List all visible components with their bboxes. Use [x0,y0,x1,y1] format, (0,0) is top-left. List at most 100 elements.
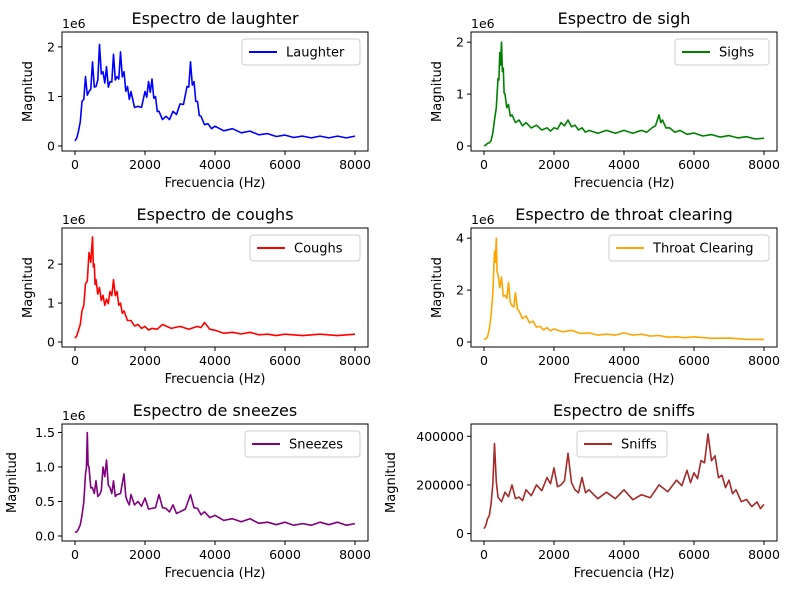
x-axis-label: Frecuencia (Hz) [574,566,675,581]
x-tick-label: 2000 [129,353,161,368]
legend-box [244,430,361,458]
x-tick-label: 8000 [748,353,780,368]
y-tick-label: 0 [456,139,464,154]
series-line-sneezes [74,431,356,534]
y-axis-label: Magnitud [5,452,20,513]
legend-label: Laughter [286,46,345,61]
subplot-title: Espectro de sigh [558,9,691,28]
y-tick-label: 0 [456,335,464,350]
y-offset-label: 1e6 [62,16,86,31]
y-tick-label: 0 [47,139,55,154]
legend-label: Throat Clearing [652,242,754,257]
legend-box [674,38,770,66]
x-tick-label: 8000 [748,157,780,172]
x-tick-label: 0 [71,157,79,172]
x-tick-label: 8000 [339,547,371,562]
y-axis-label: Magnitud [21,257,36,318]
y-tick-label: 400000 [416,429,464,444]
subplot-title: Espectro de laughter [131,9,299,28]
legend-box [241,38,361,66]
x-tick-label: 2000 [129,157,161,172]
legend: Coughs [249,234,361,262]
subplot-title: Espectro de sniffs [553,401,695,420]
series-line-laughter [74,43,356,142]
y-tick-label: 1 [456,87,464,102]
subplot-title: Espectro de sneezes [133,401,297,420]
y-axis-label: Magnitud [430,257,445,318]
legend-label: Sneezes [289,438,343,453]
x-tick-label: 2000 [538,157,570,172]
x-tick-label: 8000 [339,353,371,368]
x-tick-label: 6000 [269,157,301,172]
subplot-2: 0 2000 4000 6000 8000 0 1 2 1e6 Espectro de sigh F… [430,9,780,191]
y-axis-label: Magnitud [384,452,399,513]
x-tick-label: 8000 [339,157,371,172]
x-axis-label: Frecuencia (Hz) [165,372,266,387]
y-tick-label: 0 [456,526,464,541]
legend-box [249,234,361,262]
y-tick-label: 0.5 [35,494,55,509]
x-tick-label: 4000 [608,353,640,368]
x-tick-label: 8000 [748,547,780,562]
subplot-5: 0 2000 4000 6000 8000 0.0 0.5 1.0 1.5 1e6 Espectro… [5,401,371,581]
y-tick-label: 2 [47,39,55,54]
x-tick-label: 4000 [608,547,640,562]
series-line-throat-clearing [483,237,765,341]
legend: Throat Clearing [608,234,770,262]
y-tick-label: 2 [456,35,464,50]
subplot-6: 0 2000 4000 6000 8000 0 200000 400000 Espectro d… [384,401,780,581]
x-tick-label: 0 [480,547,488,562]
legend-label: Sighs [719,46,754,61]
series-line-coughs [74,236,356,339]
series-line-sniffs [483,433,765,530]
x-axis-label: Frecuencia (Hz) [574,372,675,387]
subplot-title: Espectro de coughs [136,205,293,224]
y-tick-label: 0.0 [35,529,55,544]
x-tick-label: 6000 [269,353,301,368]
y-offset-label: 1e6 [471,212,495,227]
y-tick-label: 2 [456,283,464,298]
legend: Sighs [674,38,770,66]
y-tick-label: 1 [47,89,55,104]
subplot-4: 0 2000 4000 6000 8000 0 2 4 1e6 Espectro de throa… [430,205,780,387]
x-axis-label: Frecuencia (Hz) [574,176,675,191]
subplot-title: Espectro de throat clearing [515,205,733,224]
x-tick-label: 4000 [199,157,231,172]
subplot-1: 0 2000 4000 6000 8000 0 1 2 1e6 Espectro de laugh… [21,9,371,191]
x-tick-label: 6000 [269,547,301,562]
x-tick-label: 2000 [129,547,161,562]
legend-box [576,430,668,458]
legend: Sneezes [244,430,361,458]
x-tick-label: 6000 [678,547,710,562]
y-offset-label: 1e6 [62,212,86,227]
x-tick-label: 4000 [608,157,640,172]
subplot-3: 0 2000 4000 6000 8000 0 1 2 1e6 Espectro de cough… [21,205,371,387]
legend: Laughter [241,38,361,66]
y-tick-label: 4 [456,231,464,246]
x-tick-label: 0 [480,157,488,172]
x-tick-label: 6000 [678,157,710,172]
x-tick-label: 6000 [678,353,710,368]
y-tick-label: 200000 [416,477,464,492]
y-tick-label: 1.0 [35,459,55,474]
y-tick-label: 1.5 [35,425,55,440]
x-axis-label: Frecuencia (Hz) [165,176,266,191]
y-tick-label: 2 [47,257,55,272]
legend-box [608,234,770,262]
x-tick-label: 4000 [199,547,231,562]
x-tick-label: 0 [480,353,488,368]
y-tick-label: 1 [47,296,55,311]
legend: Sniffs [576,430,668,458]
series-line-sighs [483,41,765,147]
y-tick-label: 0 [47,335,55,350]
x-tick-label: 2000 [538,547,570,562]
x-axis-label: Frecuencia (Hz) [165,566,266,581]
y-axis-label: Magnitud [21,61,36,122]
x-tick-label: 0 [71,353,79,368]
x-tick-label: 2000 [538,353,570,368]
legend-label: Sniffs [621,438,657,453]
y-axis-label: Magnitud [430,61,445,122]
y-offset-label: 1e6 [471,16,495,31]
x-tick-label: 0 [71,547,79,562]
